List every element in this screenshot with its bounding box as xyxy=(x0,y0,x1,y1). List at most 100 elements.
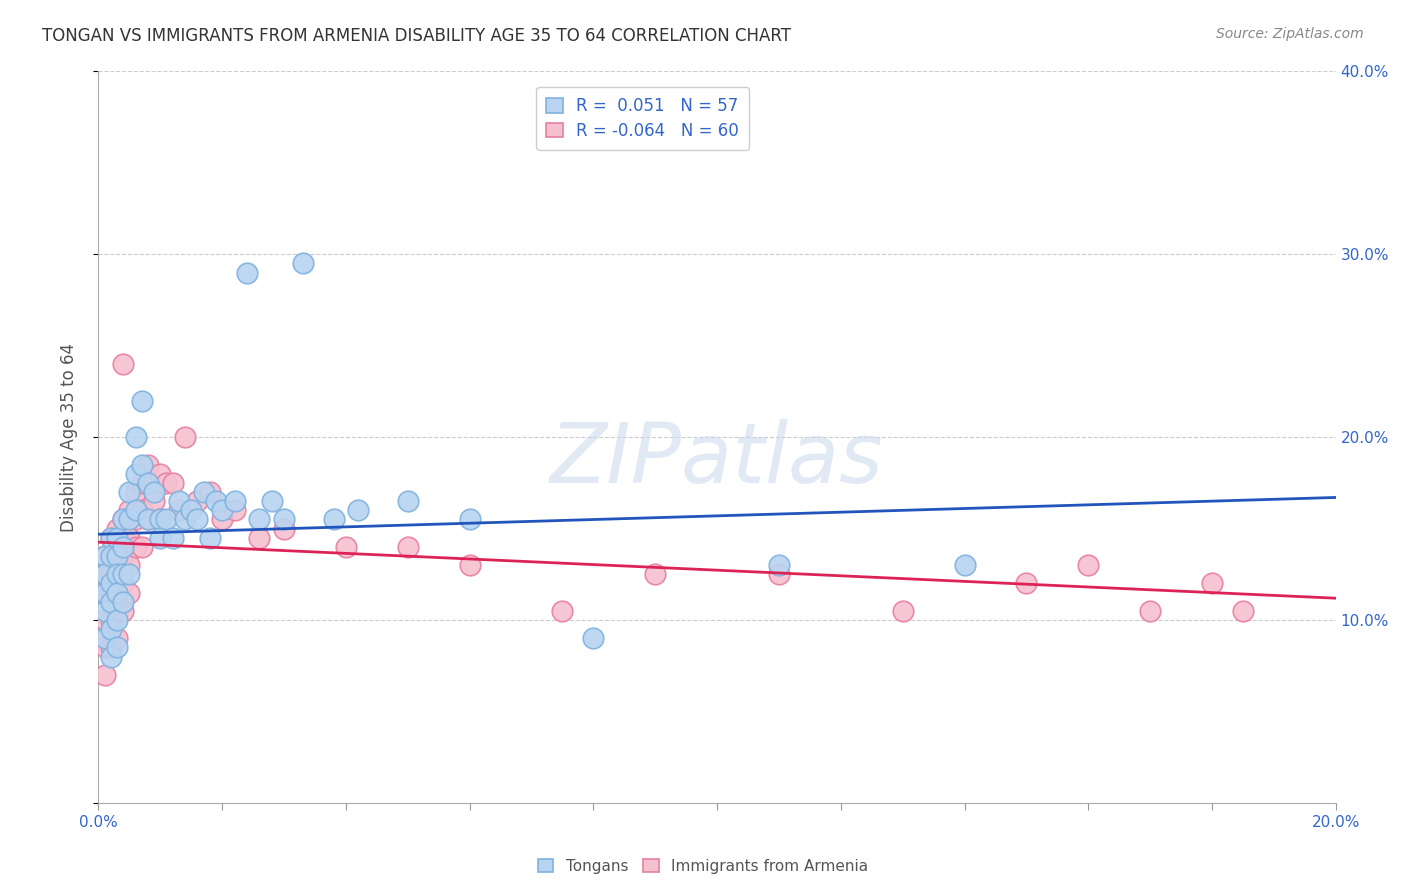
Point xyxy=(458,558,481,573)
Point xyxy=(273,512,295,526)
Point xyxy=(247,512,270,526)
Point xyxy=(100,649,122,664)
Point xyxy=(551,604,574,618)
Point xyxy=(180,503,202,517)
Point xyxy=(273,521,295,535)
Point xyxy=(198,485,221,500)
Point xyxy=(1015,576,1038,591)
Point xyxy=(100,640,122,655)
Point xyxy=(260,494,283,508)
Point xyxy=(155,512,177,526)
Point xyxy=(105,632,128,646)
Point xyxy=(93,613,115,627)
Point xyxy=(236,266,259,280)
Point xyxy=(162,475,184,490)
Text: TONGAN VS IMMIGRANTS FROM ARMENIA DISABILITY AGE 35 TO 64 CORRELATION CHART: TONGAN VS IMMIGRANTS FROM ARMENIA DISABI… xyxy=(42,27,792,45)
Text: Source: ZipAtlas.com: Source: ZipAtlas.com xyxy=(1216,27,1364,41)
Point xyxy=(582,632,605,646)
Point xyxy=(105,594,128,608)
Point xyxy=(131,393,153,408)
Point xyxy=(124,467,146,481)
Point xyxy=(186,512,208,526)
Point xyxy=(1201,576,1223,591)
Point xyxy=(93,604,115,618)
Point xyxy=(118,531,141,545)
Point xyxy=(136,475,159,490)
Point xyxy=(118,558,141,573)
Point xyxy=(396,540,419,554)
Point xyxy=(1139,604,1161,618)
Point xyxy=(118,512,141,526)
Legend: Tongans, Immigrants from Armenia: Tongans, Immigrants from Armenia xyxy=(531,853,875,880)
Point xyxy=(167,494,190,508)
Point xyxy=(124,503,146,517)
Point xyxy=(93,585,115,599)
Point xyxy=(118,503,141,517)
Point xyxy=(143,494,166,508)
Point xyxy=(118,485,141,500)
Point xyxy=(124,430,146,444)
Point xyxy=(143,485,166,500)
Point xyxy=(1232,604,1254,618)
Point xyxy=(211,503,233,517)
Point xyxy=(124,485,146,500)
Point xyxy=(768,558,790,573)
Point xyxy=(224,494,246,508)
Point xyxy=(396,494,419,508)
Point xyxy=(112,594,135,608)
Point xyxy=(105,613,128,627)
Point xyxy=(112,604,135,618)
Point xyxy=(100,594,122,608)
Point xyxy=(93,585,115,599)
Point xyxy=(155,475,177,490)
Point xyxy=(149,512,172,526)
Point xyxy=(112,576,135,591)
Point xyxy=(211,512,233,526)
Point xyxy=(953,558,976,573)
Point xyxy=(186,494,208,508)
Point xyxy=(100,613,122,627)
Point xyxy=(131,540,153,554)
Point xyxy=(93,640,115,655)
Point xyxy=(224,503,246,517)
Point xyxy=(100,576,122,591)
Point xyxy=(112,567,135,582)
Point xyxy=(112,512,135,526)
Point xyxy=(247,531,270,545)
Point xyxy=(131,475,153,490)
Point xyxy=(136,512,159,526)
Point xyxy=(93,632,115,646)
Point xyxy=(112,531,135,545)
Point xyxy=(193,485,215,500)
Point xyxy=(174,512,197,526)
Point xyxy=(322,512,344,526)
Point xyxy=(100,549,122,563)
Point xyxy=(149,531,172,545)
Point xyxy=(105,531,128,545)
Point xyxy=(105,567,128,582)
Point xyxy=(112,357,135,371)
Point xyxy=(93,567,115,582)
Point xyxy=(93,549,115,563)
Point xyxy=(100,531,122,545)
Point xyxy=(93,567,115,582)
Point xyxy=(124,512,146,526)
Point xyxy=(112,512,135,526)
Point xyxy=(205,494,228,508)
Y-axis label: Disability Age 35 to 64: Disability Age 35 to 64 xyxy=(59,343,77,532)
Point xyxy=(112,549,135,563)
Point xyxy=(198,531,221,545)
Point xyxy=(162,531,184,545)
Point xyxy=(136,512,159,526)
Point xyxy=(136,458,159,472)
Point xyxy=(93,667,115,681)
Point xyxy=(768,567,790,582)
Point xyxy=(105,567,128,582)
Legend: R =  0.051   N = 57, R = -0.064   N = 60: R = 0.051 N = 57, R = -0.064 N = 60 xyxy=(537,87,749,150)
Point xyxy=(100,549,122,563)
Point xyxy=(131,458,153,472)
Point xyxy=(93,549,115,563)
Point xyxy=(149,467,172,481)
Point xyxy=(149,512,172,526)
Point xyxy=(105,640,128,655)
